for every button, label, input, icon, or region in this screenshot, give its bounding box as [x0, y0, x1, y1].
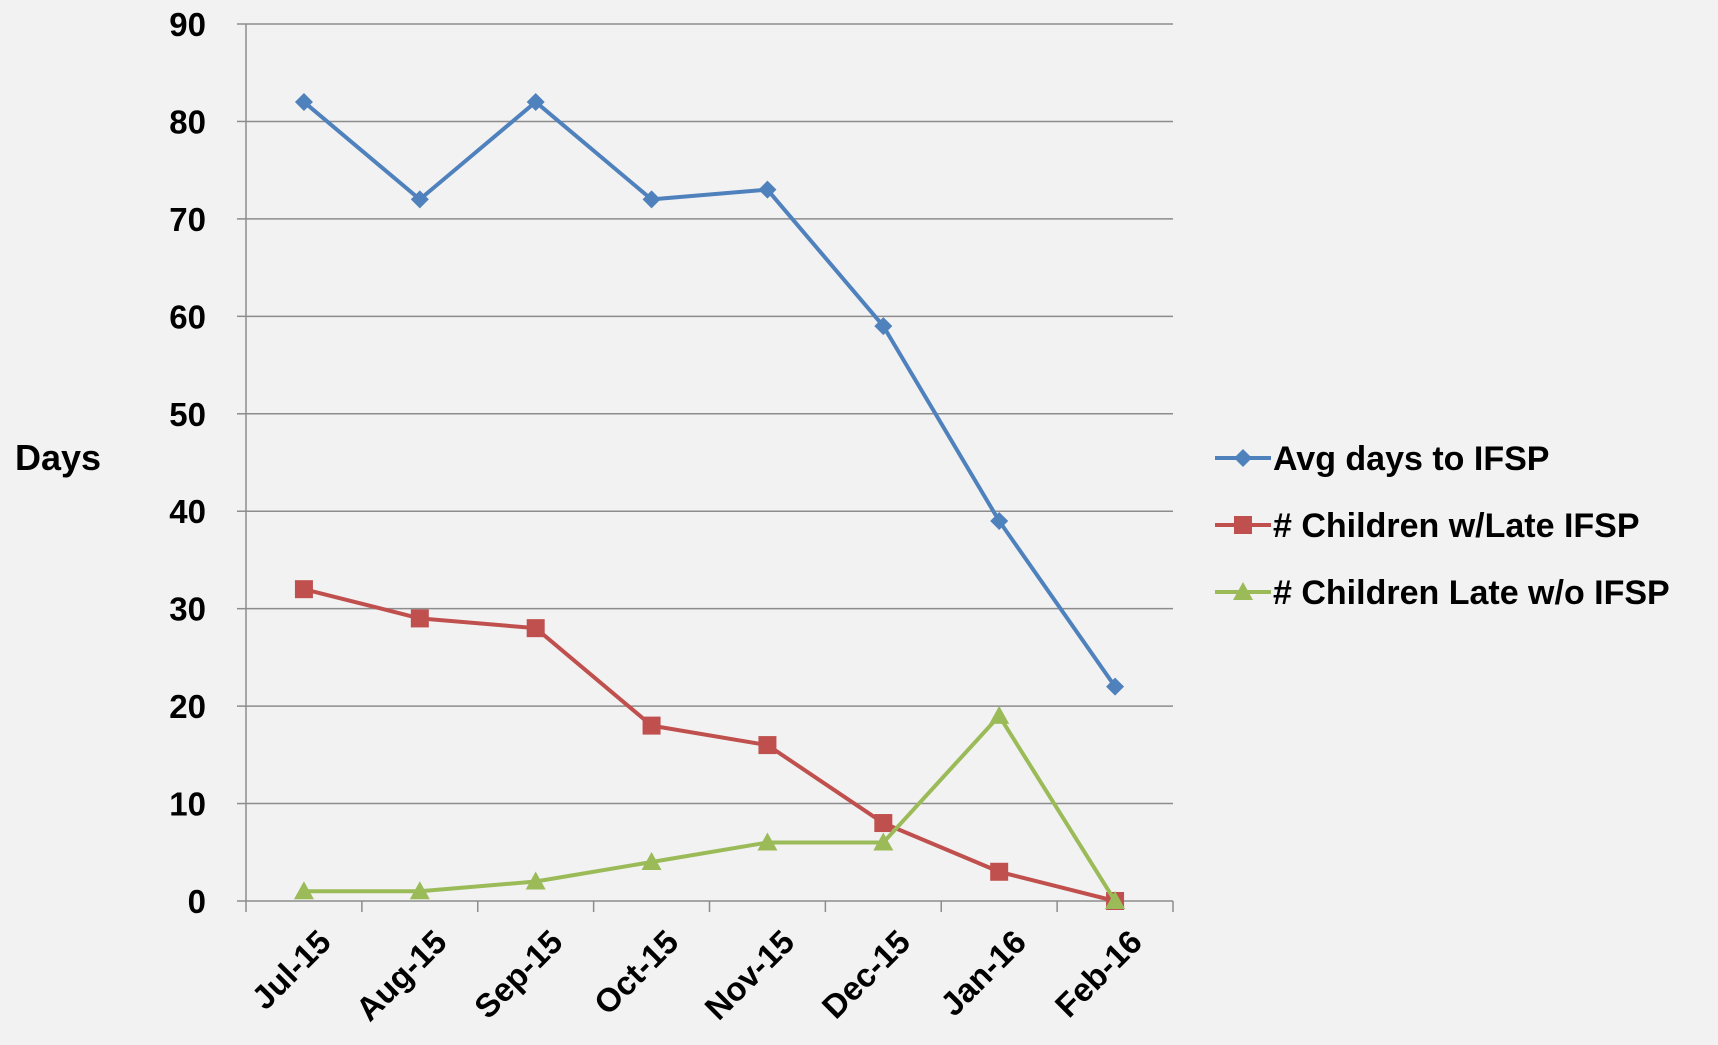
data-point [874, 814, 893, 833]
y-tick-label: 50 [169, 396, 206, 433]
y-tick-label: 40 [169, 493, 206, 530]
x-tick-label: Aug-15 [348, 923, 453, 1028]
legend-item: # Children Late w/o IFSP [1215, 574, 1670, 612]
data-point [410, 609, 429, 628]
series-1 [294, 580, 1125, 910]
y-tick-label: 0 [188, 883, 206, 920]
y-tick-label: 10 [169, 786, 206, 823]
legend-label: # Children Late w/o IFSP [1273, 574, 1670, 612]
data-point [990, 511, 1009, 530]
y-axis-ticks: 0 10 20 30 40 50 60 70 80 90 [169, 6, 246, 920]
data-point [525, 871, 546, 890]
legend-item: # Children w/Late IFSP [1215, 507, 1640, 545]
data-point [874, 317, 893, 336]
data-point [1106, 677, 1125, 696]
data-point [642, 716, 661, 735]
x-axis-ticks: Jul-15 Aug-15 Sep-15 Oct-15 Nov-15 Dec-15 Jan-… [244, 901, 1174, 1028]
y-tick-label: 70 [169, 201, 206, 238]
data-point [294, 92, 313, 111]
y-tick-label: 90 [169, 6, 206, 43]
y-tick-label: 80 [169, 103, 206, 140]
series-group [293, 92, 1126, 910]
x-tick-label: Jul-15 [244, 923, 338, 1017]
series-0 [294, 92, 1125, 696]
data-point [293, 881, 314, 900]
series-line [303, 713, 1117, 903]
legend: Avg days to IFSP # Children w/Late IFSP # … [1215, 440, 1670, 612]
data-point [410, 190, 429, 209]
x-tick-label: Jan-16 [933, 923, 1033, 1023]
data-point [526, 92, 545, 111]
y-tick-label: 20 [169, 688, 206, 725]
gridlines [246, 23, 1173, 805]
data-point [1105, 891, 1126, 909]
data-point [294, 580, 313, 599]
series-2 [293, 705, 1126, 909]
legend-label: # Children w/Late IFSP [1273, 507, 1640, 545]
legend-item: Avg days to IFSP [1215, 440, 1549, 478]
x-tick-label: Sep-15 [467, 923, 570, 1026]
y-tick-label: 60 [169, 298, 206, 335]
y-axis-title: Days [15, 437, 101, 478]
x-tick-label: Feb-16 [1048, 923, 1149, 1024]
data-point [757, 832, 778, 851]
data-point [641, 852, 662, 871]
y-tick-label: 30 [169, 591, 206, 628]
legend-marker [1234, 449, 1252, 467]
data-point [526, 619, 545, 638]
x-tick-label: Nov-15 [697, 923, 801, 1027]
legend-label: Avg days to IFSP [1273, 440, 1549, 478]
legend-marker [1233, 582, 1253, 600]
series-line [302, 99, 1117, 688]
data-point [873, 832, 894, 851]
data-point [989, 705, 1010, 724]
x-tick-label: Dec-15 [815, 923, 918, 1026]
data-point [758, 736, 777, 755]
data-point [409, 881, 430, 900]
data-point [642, 190, 661, 209]
data-point [758, 180, 777, 199]
legend-marker [1234, 516, 1252, 534]
x-tick-label: Oct-15 [587, 923, 686, 1022]
data-point [990, 862, 1009, 881]
series-line [303, 587, 1116, 903]
